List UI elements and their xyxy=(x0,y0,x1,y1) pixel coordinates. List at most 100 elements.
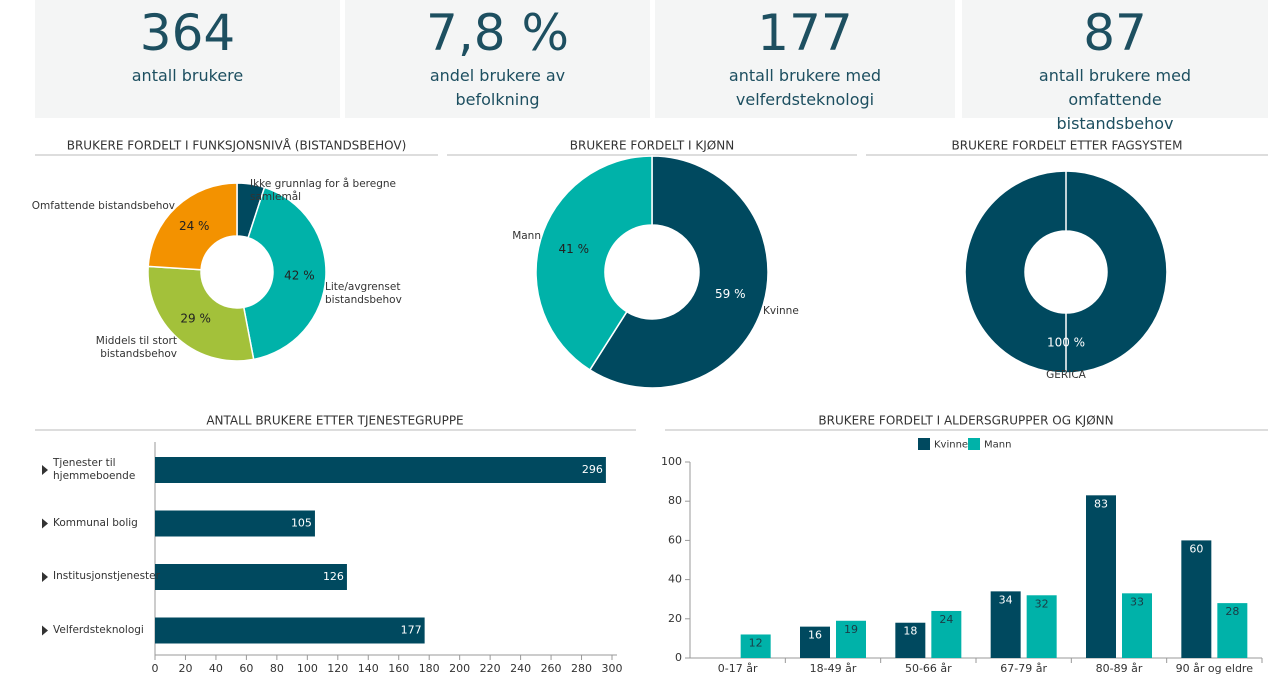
bar xyxy=(836,620,866,658)
x-tick-label: 80-89 år xyxy=(1096,662,1143,675)
kpi-label: antall brukere xyxy=(131,66,244,85)
category-label: Velferdsteknologi xyxy=(53,623,144,636)
bar xyxy=(1181,540,1212,658)
donut-slice xyxy=(535,155,653,371)
bar-label: 12 xyxy=(749,636,763,649)
legend-swatch xyxy=(918,438,930,450)
category-label: Ikke grunnlag for å beregne samlemål xyxy=(250,178,396,203)
slice-label: 100 % xyxy=(1047,336,1085,350)
y-tick-label: 60 xyxy=(668,533,682,546)
legend-label: Mann xyxy=(984,440,1011,451)
x-tick-label: 40 xyxy=(209,662,223,675)
y-tick-label: 0 xyxy=(675,651,682,664)
x-tick-label: 100 xyxy=(297,662,318,675)
x-tick-label: 67-79 år xyxy=(1000,662,1047,675)
expand-icon xyxy=(42,572,48,582)
x-tick-label: 200 xyxy=(449,662,470,675)
bar xyxy=(990,591,1021,658)
kpi-tile: 364 antall brukere xyxy=(35,0,340,118)
bar-label: 24 xyxy=(939,613,953,626)
kpi-value: 364 xyxy=(139,4,236,62)
x-tick-label: 80 xyxy=(270,662,284,675)
x-tick-label: 90 år og eldre xyxy=(1176,662,1254,675)
bar xyxy=(1217,603,1248,658)
kpi-value: 87 xyxy=(1083,4,1147,62)
bar-label: 105 xyxy=(291,517,312,530)
bar-label: 32 xyxy=(1035,597,1049,610)
bar xyxy=(895,622,926,658)
x-tick-label: 20 xyxy=(178,662,192,675)
chart-title: BRUKERE FORDELT I FUNKSJONSNIVÅ (BISTAND… xyxy=(67,138,407,153)
kpi-label: antall brukere med omfattende bistandsbe… xyxy=(1038,66,1192,133)
x-tick-label: 60 xyxy=(239,662,253,675)
kpi-value: 177 xyxy=(757,4,853,62)
bar-label: 177 xyxy=(401,624,422,637)
bar xyxy=(155,564,347,590)
bar-label: 18 xyxy=(903,625,917,638)
bar-label: 19 xyxy=(844,623,858,636)
x-tick-label: 120 xyxy=(327,662,348,675)
bar-label: 126 xyxy=(323,570,344,583)
bar-label: 16 xyxy=(808,629,822,642)
bar-label: 60 xyxy=(1189,542,1203,555)
y-tick-label: 100 xyxy=(661,455,682,468)
slice-label: 24 % xyxy=(179,219,210,233)
bar-label: 296 xyxy=(582,463,603,476)
category-label: Kvinne xyxy=(763,305,799,317)
expand-icon xyxy=(42,465,48,475)
donut-slice xyxy=(147,182,238,271)
slice-label: 42 % xyxy=(284,268,315,282)
category-label: Tjenester til hjemmeboende xyxy=(53,457,136,482)
x-tick-label: 180 xyxy=(419,662,440,675)
category-label: Mann xyxy=(512,230,541,242)
donut-slice xyxy=(147,265,255,362)
x-tick-label: 140 xyxy=(358,662,379,675)
category-label: Lite/avgrenset bistandsbehov xyxy=(325,281,402,306)
bar xyxy=(1086,495,1116,658)
kpi-tile: 7,8 % andel brukere av befolkning xyxy=(345,0,650,118)
bar xyxy=(800,626,830,658)
category-label: Omfattende bistandsbehov xyxy=(31,200,175,212)
x-tick-label: 220 xyxy=(480,662,501,675)
x-tick-label: 300 xyxy=(602,662,623,675)
slice-label: 41 % xyxy=(558,242,589,256)
category-label: Middels til stort bistandsbehov xyxy=(95,335,177,360)
slice-label: 29 % xyxy=(180,311,211,325)
bar xyxy=(1026,595,1057,658)
bar xyxy=(155,457,606,483)
bar xyxy=(1122,593,1152,658)
bar xyxy=(931,610,962,658)
kpi-tile: 177 antall brukere med velferdsteknologi xyxy=(655,0,955,118)
expand-icon xyxy=(42,518,48,529)
chart-title: ANTALL BRUKERE ETTER TJENESTEGRUPPE xyxy=(206,414,463,428)
x-tick-label: 160 xyxy=(388,662,409,675)
bar xyxy=(740,634,771,658)
bar-label: 34 xyxy=(999,593,1013,606)
x-tick-label: 0-17 år xyxy=(718,662,758,675)
donut-slice xyxy=(242,186,327,361)
bar-label: 33 xyxy=(1130,595,1144,608)
x-tick-label: 240 xyxy=(510,662,531,675)
kpi-tile: 87 antall brukere med omfattende bistands… xyxy=(962,0,1268,133)
expand-icon xyxy=(42,625,48,636)
chart-title: BRUKERE FORDELT I KJØNN xyxy=(570,139,734,153)
x-tick-label: 50-66 år xyxy=(905,662,952,675)
x-tick-label: 280 xyxy=(571,662,592,675)
bar-label: 83 xyxy=(1094,497,1108,510)
x-tick-label: 0 xyxy=(152,662,159,675)
x-tick-label: 260 xyxy=(541,662,562,675)
bar xyxy=(155,617,425,644)
category-label: Kommunal bolig xyxy=(53,516,138,529)
chart-title: BRUKERE FORDELT I ALDERSGRUPPER OG KJØNN xyxy=(818,414,1113,428)
donut-slice xyxy=(588,155,769,389)
bar-label: 28 xyxy=(1225,605,1239,618)
kpi-label: andel brukere av befolkning xyxy=(429,66,566,109)
category-label: GERICA xyxy=(1046,369,1086,381)
y-tick-label: 20 xyxy=(668,612,682,625)
chart-title: BRUKERE FORDELT ETTER FAGSYSTEM xyxy=(952,139,1183,153)
donut-slice xyxy=(964,170,1168,374)
bar xyxy=(155,510,315,537)
slice-label: 59 % xyxy=(715,287,746,301)
